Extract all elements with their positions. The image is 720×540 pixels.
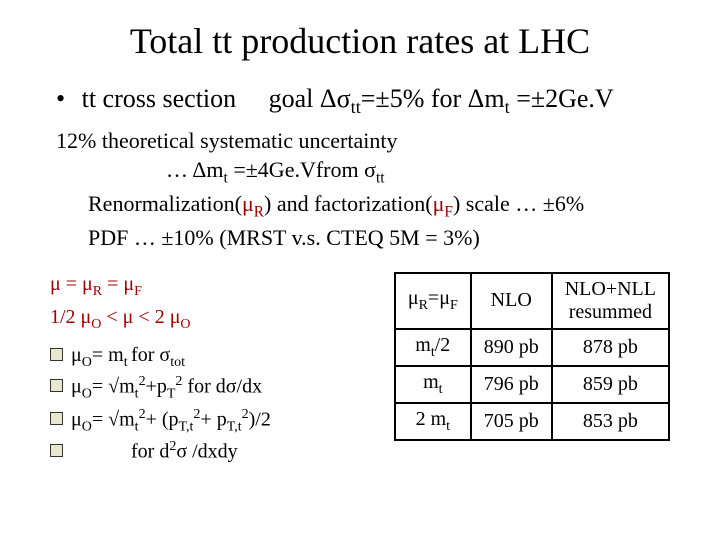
col-nlo: NLO bbox=[471, 273, 552, 329]
bullet-row: • tt cross section goal Δσtt=±5% for Δmt… bbox=[50, 84, 670, 118]
cell-nlo-2: 796 pb bbox=[471, 366, 552, 403]
cell-nll-3: 853 pb bbox=[552, 403, 669, 440]
left-column: μ = μR = μF 1/2 μO < μ < 2 μO μO= mt for… bbox=[50, 270, 376, 466]
mu-def-4: for d2σ /dxdy bbox=[50, 437, 376, 466]
nlo-table: μR=μF NLO NLO+NLL resummed mt/2 890 pb 8… bbox=[394, 272, 670, 441]
cell-nlo-3: 705 pb bbox=[471, 403, 552, 440]
table-row: mt/2 890 pb 878 pb bbox=[395, 329, 669, 366]
sub-line2: … Δmt =±4Ge.Vfrom σtt bbox=[56, 155, 670, 189]
cell-mu-1: mt/2 bbox=[395, 329, 471, 366]
slide-root: Total tt production rates at LHC • tt cr… bbox=[0, 0, 720, 540]
cell-nlo-1: 890 pb bbox=[471, 329, 552, 366]
renorm-post: ) scale … ±6% bbox=[453, 191, 584, 216]
square-bullet-icon bbox=[50, 348, 63, 361]
mu-definitions: μO= mt for σtot μO= √mt2+pT2 for dσ/dx μ… bbox=[50, 341, 376, 466]
mu-def-4-text: for d2σ /dxdy bbox=[71, 437, 376, 466]
square-bullet-icon bbox=[50, 379, 63, 392]
mu-f-token: μF bbox=[433, 191, 453, 216]
renorm-pre: Renormalization( bbox=[88, 191, 242, 216]
table-row: 2 mt 705 pb 853 pb bbox=[395, 403, 669, 440]
mu-def-1-text: μO= mt for σtot bbox=[71, 341, 376, 373]
mu-def-1: μO= mt for σtot bbox=[50, 341, 376, 373]
nlonll-line1: NLO+NLL bbox=[565, 278, 656, 300]
cell-mu-2: mt bbox=[395, 366, 471, 403]
col-nlonll: NLO+NLL resummed bbox=[552, 273, 669, 329]
square-bullet-icon bbox=[50, 444, 63, 457]
mu-def-2: μO= √mt2+pT2 for dσ/dx bbox=[50, 372, 376, 404]
sub-line3: Renormalization(μR) and factorization(μF… bbox=[56, 189, 670, 223]
mu-equal-line: μ = μR = μF bbox=[50, 270, 376, 302]
slide-title: Total tt production rates at LHC bbox=[50, 20, 670, 62]
lower-region: μ = μR = μF 1/2 μO < μ < 2 μO μO= mt for… bbox=[50, 270, 670, 466]
bullet-label: tt cross section bbox=[82, 84, 237, 113]
nlonll-line2: resummed bbox=[569, 301, 652, 323]
cell-mu-3: 2 mt bbox=[395, 403, 471, 440]
table-row: mt 796 pb 859 pb bbox=[395, 366, 669, 403]
cell-nll-1: 878 pb bbox=[552, 329, 669, 366]
renorm-mid: ) and factorization( bbox=[264, 191, 433, 216]
mu-range-line: 1/2 μO < μ < 2 μO bbox=[50, 303, 376, 335]
mu-def-2-text: μO= √mt2+pT2 for dσ/dx bbox=[71, 372, 376, 404]
col-mu: μR=μF bbox=[395, 273, 471, 329]
square-bullet-icon bbox=[50, 412, 63, 425]
sub-line4: PDF … ±10% (MRST v.s. CTEQ 5M = 3%) bbox=[56, 223, 670, 252]
goal-formula: Δσtt=±5% for Δmt =±2Ge.V bbox=[320, 84, 614, 113]
sub-block: 12% theoretical systematic uncertainty …… bbox=[56, 126, 670, 252]
mu-def-3-text: μO= √mt2+ (pT,t2+ pT,t2)/2 bbox=[71, 405, 376, 437]
sub-line1: 12% theoretical systematic uncertainty bbox=[56, 128, 397, 153]
goal-prefix: goal bbox=[269, 84, 320, 113]
mu-def-3: μO= √mt2+ (pT,t2+ pT,t2)/2 bbox=[50, 405, 376, 437]
table-header-row: μR=μF NLO NLO+NLL resummed bbox=[395, 273, 669, 329]
cell-nll-2: 859 pb bbox=[552, 366, 669, 403]
bullet-dot: • bbox=[56, 84, 65, 113]
mu-r-token: μR bbox=[242, 191, 264, 216]
